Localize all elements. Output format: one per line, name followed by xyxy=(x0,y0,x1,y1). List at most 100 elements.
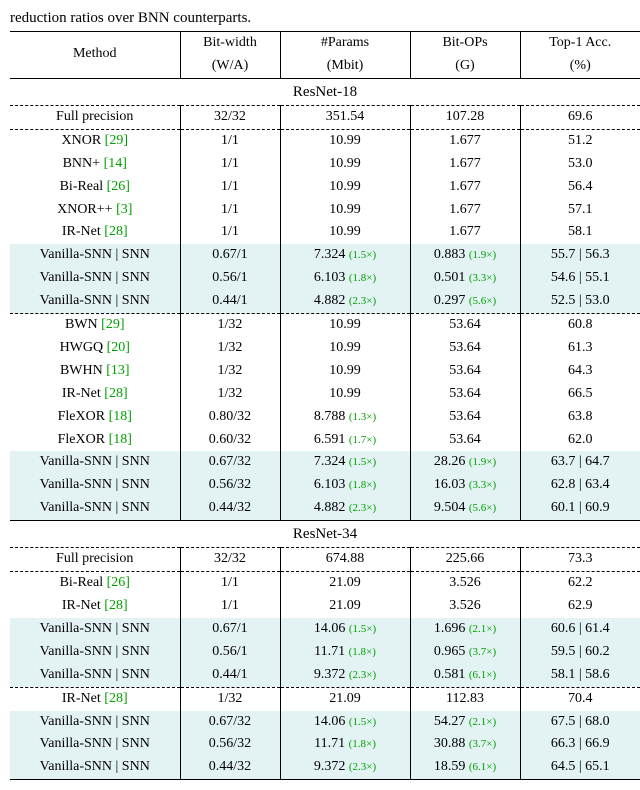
cell-acc: 64.3 xyxy=(520,360,640,383)
cell-bitwidth: 1/1 xyxy=(180,595,280,618)
cell-bitwidth: 0.44/1 xyxy=(180,664,280,687)
cell-params: 11.71 (1.8×) xyxy=(280,641,410,664)
ratio-badge: (6.1×) xyxy=(469,669,496,681)
table-row: Vanilla-SNN | SNN0.44/14.882 (2.3×)0.297… xyxy=(10,290,640,313)
cell-method: Vanilla-SNN | SNN xyxy=(10,756,180,779)
cell-acc: 56.4 xyxy=(520,176,640,199)
cell-bitwidth: 0.56/1 xyxy=(180,267,280,290)
cell-bitwidth: 0.56/32 xyxy=(180,474,280,497)
table-row: Vanilla-SNN | SNN0.67/17.324 (1.5×)0.883… xyxy=(10,244,640,267)
cell-method: Vanilla-SNN | SNN xyxy=(10,618,180,641)
table-row: Full precision32/32351.54107.2869.6 xyxy=(10,106,640,130)
cell-bitops: 53.64 xyxy=(410,383,520,406)
table-row: XNOR++ [3]1/110.991.67757.1 xyxy=(10,199,640,222)
cell-acc: 51.2 xyxy=(520,129,640,152)
table-row: IR-Net [28]1/3210.9953.6466.5 xyxy=(10,383,640,406)
cell-method: Vanilla-SNN | SNN xyxy=(10,474,180,497)
ratio-badge: (1.5×) xyxy=(349,456,376,468)
cell-params: 10.99 xyxy=(280,199,410,222)
table-row: IR-Net [28]1/3221.09112.8370.4 xyxy=(10,687,640,710)
cell-bitwidth: 0.56/1 xyxy=(180,641,280,664)
ratio-badge: (1.8×) xyxy=(349,479,376,491)
ratio-badge: (1.7×) xyxy=(349,434,376,446)
cell-params: 8.788 (1.3×) xyxy=(280,406,410,429)
cell-params: 6.103 (1.8×) xyxy=(280,267,410,290)
cell-bitwidth: 1/32 xyxy=(180,360,280,383)
cell-bitops: 1.677 xyxy=(410,129,520,152)
ratio-badge: (3.7×) xyxy=(469,738,496,750)
ratio-badge: (1.5×) xyxy=(349,716,376,728)
ratio-badge: (1.8×) xyxy=(349,646,376,658)
cell-bitops: 112.83 xyxy=(410,687,520,710)
cell-acc: 64.5 | 65.1 xyxy=(520,756,640,779)
cell-bitops: 30.88 (3.7×) xyxy=(410,733,520,756)
ratio-badge: (3.7×) xyxy=(469,646,496,658)
cell-bitwidth: 1/32 xyxy=(180,337,280,360)
cell-params: 674.88 xyxy=(280,548,410,572)
cell-bitwidth: 0.67/32 xyxy=(180,451,280,474)
col-bitwidth-sub: (W/A) xyxy=(180,55,280,78)
ratio-badge: (1.9×) xyxy=(469,456,496,468)
table-row: IR-Net [28]1/121.093.52662.9 xyxy=(10,595,640,618)
cell-acc: 63.8 xyxy=(520,406,640,429)
cell-bitwidth: 1/1 xyxy=(180,199,280,222)
citation: [28] xyxy=(104,691,127,706)
cell-params: 4.882 (2.3×) xyxy=(280,290,410,313)
ratio-badge: (2.3×) xyxy=(349,669,376,681)
table-row: Vanilla-SNN | SNN0.56/16.103 (1.8×)0.501… xyxy=(10,267,640,290)
cell-acc: 62.8 | 63.4 xyxy=(520,474,640,497)
table-row: Vanilla-SNN | SNN0.67/327.324 (1.5×)28.2… xyxy=(10,451,640,474)
cell-bitops: 1.677 xyxy=(410,176,520,199)
table-row: FleXOR [18]0.80/328.788 (1.3×)53.6463.8 xyxy=(10,406,640,429)
table-row: Vanilla-SNN | SNN0.44/19.372 (2.3×)0.581… xyxy=(10,664,640,687)
cell-params: 21.09 xyxy=(280,595,410,618)
cell-acc: 60.1 | 60.9 xyxy=(520,497,640,520)
ratio-badge: (3.3×) xyxy=(469,479,496,491)
col-bitops: Bit-OPs xyxy=(410,32,520,55)
cell-method: Vanilla-SNN | SNN xyxy=(10,290,180,313)
cell-bitwidth: 1/32 xyxy=(180,314,280,337)
cell-bitops: 53.64 xyxy=(410,429,520,452)
citation: [29] xyxy=(105,133,128,148)
cell-bitwidth: 0.67/1 xyxy=(180,244,280,267)
cell-method: Vanilla-SNN | SNN xyxy=(10,267,180,290)
citation: [13] xyxy=(106,363,129,378)
ratio-badge: (2.1×) xyxy=(469,716,496,728)
cell-bitwidth: 1/1 xyxy=(180,176,280,199)
col-bitops-sub: (G) xyxy=(410,55,520,78)
cell-bitops: 0.965 (3.7×) xyxy=(410,641,520,664)
cell-acc: 53.0 xyxy=(520,153,640,176)
cell-params: 10.99 xyxy=(280,221,410,244)
cell-params: 10.99 xyxy=(280,337,410,360)
table-row: BNN+ [14]1/110.991.67753.0 xyxy=(10,153,640,176)
citation: [28] xyxy=(104,386,127,401)
ratio-badge: (1.9×) xyxy=(469,249,496,261)
cell-bitops: 0.581 (6.1×) xyxy=(410,664,520,687)
cell-method: IR-Net [28] xyxy=(10,687,180,710)
cell-acc: 52.5 | 53.0 xyxy=(520,290,640,313)
cell-params: 21.09 xyxy=(280,572,410,595)
table-row: Vanilla-SNN | SNN0.67/114.06 (1.5×)1.696… xyxy=(10,618,640,641)
cell-params: 9.372 (2.3×) xyxy=(280,664,410,687)
cell-acc: 62.9 xyxy=(520,595,640,618)
table-row: Bi-Real [26]1/110.991.67756.4 xyxy=(10,176,640,199)
cell-params: 10.99 xyxy=(280,314,410,337)
citation: [26] xyxy=(107,575,130,590)
cell-bitwidth: 0.60/32 xyxy=(180,429,280,452)
cell-bitops: 1.677 xyxy=(410,199,520,222)
table-row: HWGQ [20]1/3210.9953.6461.3 xyxy=(10,337,640,360)
cell-acc: 54.6 | 55.1 xyxy=(520,267,640,290)
cell-method: BWHN [13] xyxy=(10,360,180,383)
cell-acc: 58.1 xyxy=(520,221,640,244)
cell-bitops: 3.526 xyxy=(410,595,520,618)
cell-bitwidth: 0.67/32 xyxy=(180,711,280,734)
cell-params: 9.372 (2.3×) xyxy=(280,756,410,779)
table-row: Bi-Real [26]1/121.093.52662.2 xyxy=(10,572,640,595)
cell-acc: 63.7 | 64.7 xyxy=(520,451,640,474)
cell-params: 10.99 xyxy=(280,129,410,152)
citation: [26] xyxy=(107,179,130,194)
cell-method: XNOR [29] xyxy=(10,129,180,152)
col-acc-sub: (%) xyxy=(520,55,640,78)
citation: [14] xyxy=(104,156,127,171)
cell-acc: 66.3 | 66.9 xyxy=(520,733,640,756)
